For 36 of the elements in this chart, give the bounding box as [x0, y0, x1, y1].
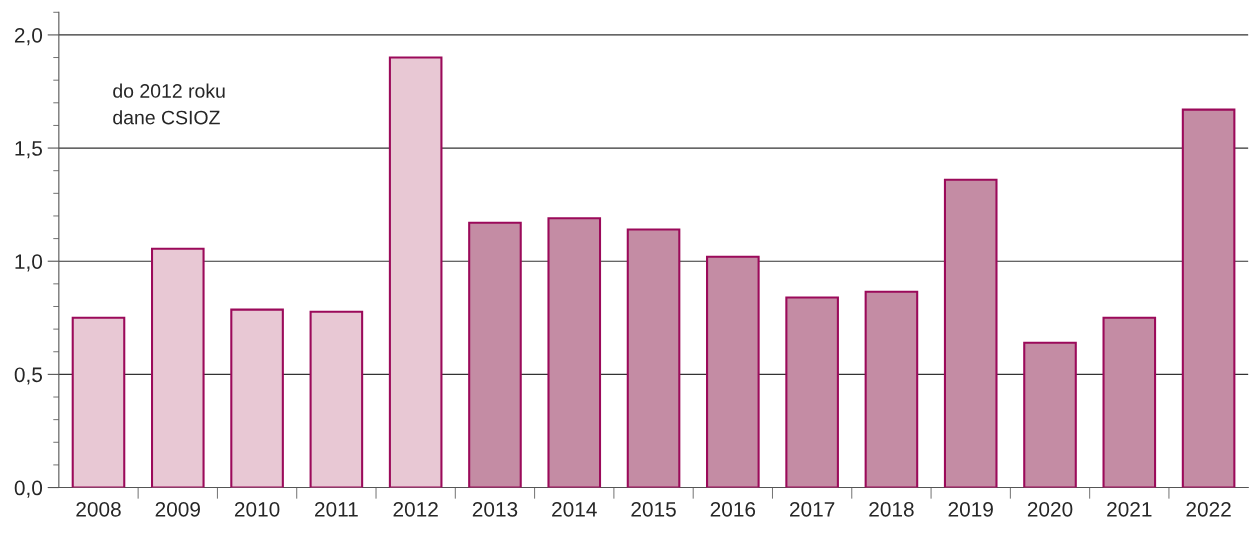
x-tick-label: 2008 — [76, 501, 121, 517]
bar — [468, 221, 522, 488]
x-tick-label: 2013 — [472, 501, 518, 517]
annotation: do 2012 roku dane CSIOZ — [113, 83, 225, 125]
x-tick-label: 2017 — [790, 501, 835, 517]
bar — [547, 217, 602, 488]
y-tick-label: 0,0 — [14, 480, 43, 498]
bar — [230, 308, 284, 488]
bar — [626, 228, 681, 488]
x-tick-label: 2019 — [948, 501, 993, 517]
bar — [71, 316, 126, 488]
y-tick-label: 0,5 — [14, 367, 42, 385]
x-tick-label: 2021 — [1107, 501, 1152, 517]
bar — [864, 290, 919, 488]
x-tick-label: 2014 — [552, 501, 597, 517]
bar — [1181, 108, 1236, 488]
bar — [706, 255, 760, 488]
y-tick-label: 1,5 — [15, 141, 42, 159]
x-tick-label: 2020 — [1027, 501, 1073, 517]
x-tick-label: 2022 — [1186, 501, 1231, 517]
bar — [1102, 316, 1157, 488]
bar — [309, 310, 364, 488]
bar — [1023, 341, 1077, 488]
x-tick-label: 2010 — [234, 501, 280, 517]
bar — [150, 247, 205, 488]
x-tick-label: 2009 — [155, 501, 200, 517]
x-tick-label: 2016 — [710, 501, 756, 517]
y-tick-label: 1,0 — [15, 254, 43, 272]
bar — [785, 296, 839, 488]
x-tick-label: 2011 — [315, 501, 358, 517]
bar — [943, 178, 998, 488]
x-tick-label: 2015 — [631, 501, 676, 517]
x-tick-label: 2018 — [869, 501, 914, 517]
y-tick-label: 2,0 — [14, 27, 43, 46]
x-tick-label: 2012 — [393, 501, 438, 517]
bar — [388, 56, 443, 488]
